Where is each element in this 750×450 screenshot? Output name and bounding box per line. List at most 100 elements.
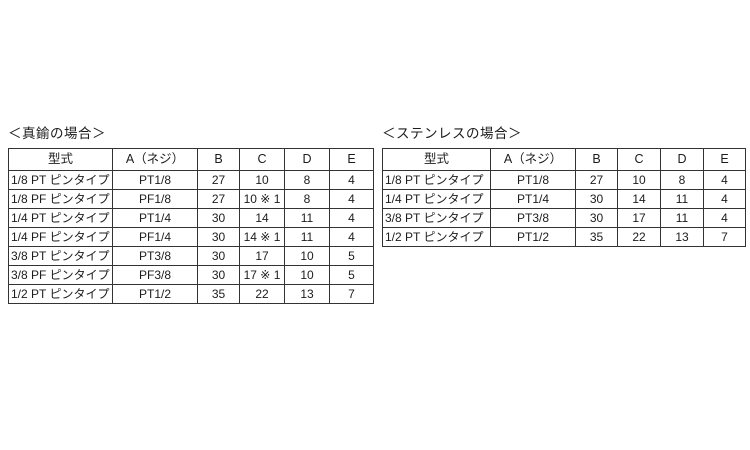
stainless-table-title: ＜ステンレスの場合＞ xyxy=(382,126,522,141)
table-cell: 3/8 PF ピンタイプ xyxy=(8,265,113,285)
table-cell: PF1/8 xyxy=(112,189,198,209)
table-cell: 30 xyxy=(197,265,240,285)
table-row: 1/4 PF ピンタイプ PF1/4 30 14 ※ 1 11 4 xyxy=(8,227,374,247)
table-cell: 4 xyxy=(703,170,746,190)
table-cell: 1/2 PT ピンタイプ xyxy=(382,227,491,247)
table-cell: 8 xyxy=(284,170,330,190)
table-cell: 8 xyxy=(284,189,330,209)
table-cell: 17 xyxy=(239,246,285,266)
stainless-header-row: 型式 A（ネジ） B C D E xyxy=(382,148,746,171)
table-row: 3/8 PT ピンタイプ PT3/8 30 17 11 4 xyxy=(382,208,746,228)
table-row: 1/4 PT ピンタイプ PT1/4 30 14 11 4 xyxy=(8,208,374,228)
table-cell: PT1/4 xyxy=(112,208,198,228)
table-cell: 14 xyxy=(617,189,661,209)
table-cell: 30 xyxy=(575,189,618,209)
table-cell: 8 xyxy=(660,170,704,190)
column-header: D xyxy=(660,148,704,171)
table-cell: PT1/2 xyxy=(490,227,576,247)
table-cell: 3/8 PT ピンタイプ xyxy=(382,208,491,228)
table-cell: PT1/8 xyxy=(112,170,198,190)
brass-spec-section: ＜真鍮の場合＞ 型式 A（ネジ） B C D E 1/8 PT ピンタイプ PT1/8 27 1… xyxy=(8,126,374,304)
table-cell: 27 xyxy=(575,170,618,190)
table-cell: 7 xyxy=(329,284,374,304)
brass-table-body: 1/8 PT ピンタイプ PT1/8 27 10 8 4 1/8 PF ピンタイプ PF1/8… xyxy=(8,170,374,304)
column-header: 型式 xyxy=(382,148,491,171)
table-row: 3/8 PF ピンタイプ PF3/8 30 17 ※ 1 10 5 xyxy=(8,265,374,285)
column-header: C xyxy=(617,148,661,171)
table-cell: 4 xyxy=(329,189,374,209)
stainless-spec-section: ＜ステンレスの場合＞ 型式 A（ネジ） B C D E 1/8 PT ピンタイプ PT1/8… xyxy=(382,126,746,247)
table-cell: 11 xyxy=(284,208,330,228)
table-cell: 4 xyxy=(329,227,374,247)
table-row: 3/8 PT ピンタイプ PT3/8 30 17 10 5 xyxy=(8,246,374,266)
table-cell: 1/8 PF ピンタイプ xyxy=(8,189,113,209)
table-cell: 1/8 PT ピンタイプ xyxy=(382,170,491,190)
table-cell: PF3/8 xyxy=(112,265,198,285)
table-cell: PT3/8 xyxy=(112,246,198,266)
column-header: 型式 xyxy=(8,148,113,171)
column-header: B xyxy=(197,148,240,171)
table-cell: 17 xyxy=(617,208,661,228)
brass-table-title: ＜真鍮の場合＞ xyxy=(8,126,106,141)
table-cell: 17 ※ 1 xyxy=(239,265,285,285)
table-cell: 22 xyxy=(239,284,285,304)
table-cell: 14 xyxy=(239,208,285,228)
table-cell: 27 xyxy=(197,170,240,190)
table-cell: 30 xyxy=(197,227,240,247)
column-header: E xyxy=(329,148,374,171)
table-cell: 30 xyxy=(575,208,618,228)
table-cell: 5 xyxy=(329,265,374,285)
table-cell: 4 xyxy=(329,170,374,190)
table-cell: 22 xyxy=(617,227,661,247)
table-row: 1/8 PT ピンタイプ PT1/8 27 10 8 4 xyxy=(382,170,746,190)
column-header: A（ネジ） xyxy=(490,148,576,171)
table-cell: PT1/2 xyxy=(112,284,198,304)
table-cell: 35 xyxy=(197,284,240,304)
table-cell: 11 xyxy=(660,208,704,228)
table-cell: 1/4 PF ピンタイプ xyxy=(8,227,113,247)
column-header: E xyxy=(703,148,746,171)
table-row: 1/8 PT ピンタイプ PT1/8 27 10 8 4 xyxy=(8,170,374,190)
table-cell: 10 xyxy=(239,170,285,190)
column-header: B xyxy=(575,148,618,171)
table-cell: 30 xyxy=(197,208,240,228)
table-cell: 13 xyxy=(284,284,330,304)
table-cell: 10 xyxy=(284,246,330,266)
table-cell: 1/4 PT ピンタイプ xyxy=(382,189,491,209)
stainless-spec-table: 型式 A（ネジ） B C D E 1/8 PT ピンタイプ PT1/8 27 10 8 4 1/4 P… xyxy=(382,148,746,247)
table-cell: 27 xyxy=(197,189,240,209)
table-cell: 5 xyxy=(329,246,374,266)
table-cell: 11 xyxy=(284,227,330,247)
table-row: 1/4 PT ピンタイプ PT1/4 30 14 11 4 xyxy=(382,189,746,209)
table-cell: 4 xyxy=(703,189,746,209)
brass-header-row: 型式 A（ネジ） B C D E xyxy=(8,148,374,171)
table-cell: 14 ※ 1 xyxy=(239,227,285,247)
table-cell: 4 xyxy=(329,208,374,228)
table-cell: 13 xyxy=(660,227,704,247)
table-cell: PT1/8 xyxy=(490,170,576,190)
table-cell: 35 xyxy=(575,227,618,247)
table-cell: 10 xyxy=(284,265,330,285)
stainless-table-body: 1/8 PT ピンタイプ PT1/8 27 10 8 4 1/4 PT ピンタイプ PT1/4… xyxy=(382,170,746,247)
column-header: C xyxy=(239,148,285,171)
table-cell: 11 xyxy=(660,189,704,209)
table-cell: PT3/8 xyxy=(490,208,576,228)
table-cell: 7 xyxy=(703,227,746,247)
table-row: 1/2 PT ピンタイプ PT1/2 35 22 13 7 xyxy=(382,227,746,247)
column-header: D xyxy=(284,148,330,171)
table-cell: 10 xyxy=(617,170,661,190)
table-cell: PT1/4 xyxy=(490,189,576,209)
table-cell: 3/8 PT ピンタイプ xyxy=(8,246,113,266)
table-cell: 1/2 PT ピンタイプ xyxy=(8,284,113,304)
table-cell: PF1/4 xyxy=(112,227,198,247)
table-cell: 1/8 PT ピンタイプ xyxy=(8,170,113,190)
table-cell: 1/4 PT ピンタイプ xyxy=(8,208,113,228)
table-cell: 10 ※ 1 xyxy=(239,189,285,209)
table-cell: 30 xyxy=(197,246,240,266)
table-row: 1/2 PT ピンタイプ PT1/2 35 22 13 7 xyxy=(8,284,374,304)
column-header: A（ネジ） xyxy=(112,148,198,171)
brass-spec-table: 型式 A（ネジ） B C D E 1/8 PT ピンタイプ PT1/8 27 10 8 4 1/8 P… xyxy=(8,148,374,304)
table-cell: 4 xyxy=(703,208,746,228)
